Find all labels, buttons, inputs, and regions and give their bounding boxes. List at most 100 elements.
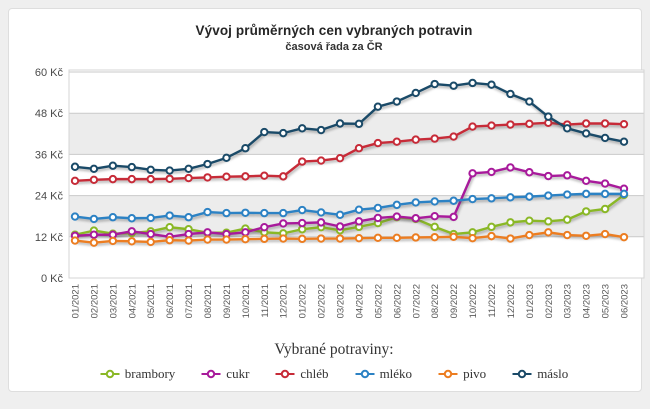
data-point — [506, 193, 515, 202]
data-point — [297, 234, 307, 244]
data-point — [563, 190, 572, 199]
data-point — [354, 233, 364, 243]
x-axis-tick-label: 03/2022 — [336, 284, 347, 318]
x-axis-tick-label: 02/2023 — [544, 284, 555, 318]
legend-label: chléb — [300, 366, 329, 381]
legend-item-mléko[interactable]: mléko — [355, 366, 413, 382]
data-point — [411, 88, 420, 98]
y-axis-tick-label: 36 Kč — [35, 149, 64, 161]
data-point — [581, 231, 591, 240]
data-point — [392, 137, 402, 146]
data-point — [184, 173, 193, 183]
data-point — [70, 162, 80, 171]
data-point — [203, 159, 212, 169]
y-axis-tick-label: 60 Kč — [35, 67, 64, 79]
data-point — [373, 233, 383, 243]
data-point — [411, 214, 420, 223]
data-point — [89, 238, 99, 247]
data-point — [392, 97, 402, 106]
data-point — [544, 217, 553, 226]
data-point — [581, 189, 591, 199]
data-point — [563, 171, 572, 180]
data-point — [127, 174, 136, 184]
data-point — [108, 213, 118, 222]
y-axis-tick-label: 48 Kč — [35, 108, 64, 120]
legend-label: brambory — [124, 366, 176, 381]
data-point — [392, 212, 402, 221]
legend-marker-icon — [201, 369, 221, 379]
data-point — [165, 166, 174, 175]
data-point — [468, 233, 477, 243]
data-point — [316, 218, 326, 227]
data-point — [165, 222, 174, 232]
data-point — [392, 233, 402, 243]
data-point — [563, 215, 572, 224]
data-point — [316, 208, 326, 217]
data-point — [487, 80, 496, 89]
price-line-chart: 0 Kč 12 Kč 24 Kč 36 Kč 48 Kč 60 Kč 01/2021 02/2… — [35, 67, 645, 318]
plot-border — [68, 69, 645, 279]
x-axis-tick-label: 06/2023 — [620, 284, 631, 318]
data-point — [260, 127, 269, 137]
data-point — [89, 214, 99, 224]
data-point — [430, 232, 439, 242]
data-point — [619, 189, 629, 199]
data-point — [525, 230, 534, 240]
data-point — [184, 236, 193, 245]
data-point — [108, 174, 118, 184]
chart-subtitle: časová řada za ČR — [285, 41, 383, 53]
data-point — [184, 164, 193, 174]
data-point — [70, 212, 80, 221]
data-point — [581, 176, 591, 186]
legend-label: máslo — [537, 366, 569, 381]
data-point — [222, 153, 231, 163]
data-point — [184, 213, 193, 222]
data-point — [70, 176, 80, 186]
data-point — [487, 231, 496, 241]
x-axis-tick-label: 12/2021 — [279, 284, 290, 318]
data-point — [373, 203, 383, 213]
data-point — [222, 235, 231, 244]
data-point — [279, 208, 288, 218]
data-point — [544, 191, 553, 200]
legend-item-cukr[interactable]: cukr — [201, 366, 249, 382]
data-point — [354, 119, 364, 129]
data-point — [354, 217, 364, 226]
data-point — [146, 174, 155, 184]
x-axis-tick-label: 09/2022 — [449, 284, 460, 318]
data-point — [146, 165, 155, 175]
chart-card: Vývoj průměrných cen vybraných potravin … — [8, 8, 645, 392]
data-point — [241, 228, 250, 237]
legend-label: mléko — [379, 366, 413, 381]
legend-label: cukr — [226, 366, 250, 381]
legend-item-chléb[interactable]: chléb — [275, 366, 329, 382]
data-point — [411, 233, 420, 242]
legend-marker-icon — [512, 369, 532, 379]
data-point — [297, 218, 307, 228]
data-point — [146, 237, 155, 247]
data-point — [373, 102, 383, 111]
x-axis-tick-label: 11/2021 — [260, 284, 271, 318]
legend-item-máslo[interactable]: máslo — [512, 366, 568, 382]
x-axis-tick-label: 10/2021 — [241, 284, 252, 318]
data-point — [203, 207, 212, 217]
x-axis-tick-label: 06/2021 — [165, 284, 176, 318]
data-point — [89, 230, 99, 239]
legend-item-pivo[interactable]: pivo — [438, 366, 486, 382]
x-axis-tick-label: 01/2022 — [298, 284, 309, 318]
data-point — [297, 124, 307, 133]
data-point — [449, 81, 458, 90]
data-point — [165, 236, 174, 245]
legend-label: pivo — [463, 366, 487, 381]
data-point — [619, 119, 629, 129]
data-point — [279, 172, 288, 181]
data-point — [260, 171, 269, 180]
data-point — [108, 161, 118, 170]
data-point — [430, 197, 439, 206]
data-point — [203, 235, 212, 244]
data-point — [146, 213, 155, 223]
y-axis-tick-label: 12 Kč — [35, 232, 64, 244]
legend-item-brambory[interactable]: brambory — [100, 366, 176, 382]
data-point — [487, 167, 496, 177]
data-point — [127, 162, 136, 172]
